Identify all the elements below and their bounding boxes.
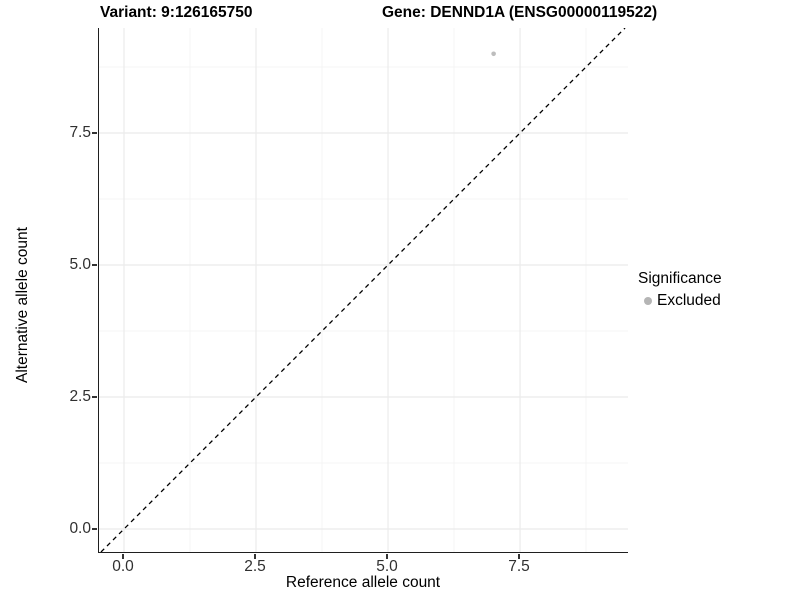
y-tick-mark (91, 396, 97, 398)
legend: Significance Excluded (638, 270, 722, 310)
chart-canvas (99, 28, 628, 552)
x-tick-label: 7.5 (508, 558, 530, 575)
legend-point-icon (644, 297, 652, 305)
y-tick-mark (91, 264, 97, 266)
plot-title-gene: Gene: DENND1A (ENSG00000119522) (382, 4, 658, 21)
plot-title-variant: Variant: 9:126165750 (100, 4, 253, 21)
legend-item-excluded: Excluded (644, 292, 722, 310)
legend-title: Significance (638, 270, 722, 287)
x-tick-mark (386, 553, 388, 559)
legend-item-label: Excluded (657, 292, 721, 309)
data-point (491, 51, 496, 57)
x-axis-title: Reference allele count (285, 574, 441, 591)
identity-dashed-line (100, 28, 626, 552)
y-tick-label: 2.5 (69, 387, 91, 405)
x-tick-mark (122, 553, 124, 559)
y-tick-mark (91, 132, 97, 134)
x-tick-label: 0.0 (112, 558, 134, 575)
x-tick-label: 2.5 (244, 558, 266, 575)
y-tick-label: 7.5 (69, 123, 91, 141)
x-tick-mark (518, 553, 520, 559)
x-tick-label: 5.0 (376, 558, 398, 575)
plot-panel (98, 28, 628, 553)
x-tick-mark (254, 553, 256, 559)
y-tick-label: 0.0 (69, 520, 91, 537)
y-tick-label: 5.0 (69, 255, 91, 273)
y-tick-mark (91, 528, 97, 530)
y-axis-title: Alternative allele count (14, 227, 31, 383)
